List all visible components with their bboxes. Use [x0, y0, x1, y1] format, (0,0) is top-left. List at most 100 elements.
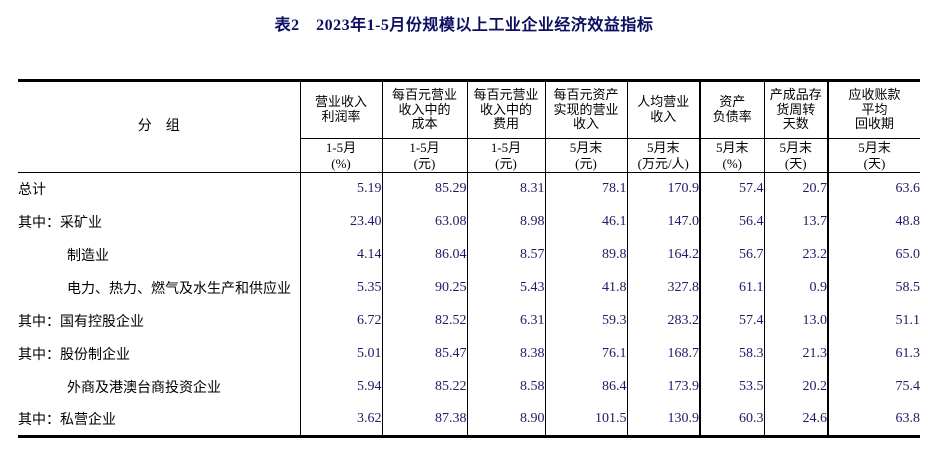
value-cell: 89.8 [545, 238, 628, 272]
value-cell: 13.7 [764, 205, 829, 239]
column-header-revenue-per-capita: 人均营业 收入 [627, 80, 701, 139]
value-cell: 48.8 [827, 205, 920, 239]
value-cell: 5.94 [300, 370, 383, 404]
value-cell: 327.8 [627, 271, 701, 305]
column-header-inventory-turnover-days: 产成品存 货周转 天数 [764, 80, 829, 139]
header-row-titles: 分 组 营业收入 利润率 每百元营业 收入中的 成本 每百元营业 收入中的 费用… [18, 80, 920, 173]
economic-indicators-table: 分 组 营业收入 利润率 每百元营业 收入中的 成本 每百元营业 收入中的 费用… [18, 79, 920, 438]
value-cell: 4.14 [300, 238, 383, 272]
row-label: 其中：国有控股企业 [18, 304, 301, 338]
row-label: 其中：私营企业 [18, 403, 301, 437]
value-cell: 168.7 [627, 337, 701, 371]
row-label: 电力、热力、燃气及水生产和供应业 [18, 271, 301, 305]
value-cell: 86.4 [545, 370, 628, 404]
value-cell: 173.9 [627, 370, 701, 404]
column-header-profit-margin: 营业收入 利润率 [300, 80, 383, 139]
value-cell: 86.04 [382, 238, 468, 272]
value-cell: 78.1 [545, 172, 628, 206]
value-cell: 82.52 [382, 304, 468, 338]
column-title: 营业收入 利润率 [314, 94, 367, 124]
value-cell: 8.57 [467, 238, 546, 272]
sub-header: 5月末 (%) [699, 138, 765, 173]
value-cell: 85.47 [382, 337, 468, 371]
value-cell: 23.40 [300, 205, 383, 239]
row-label: 总计 [18, 172, 301, 206]
value-cell: 170.9 [627, 172, 701, 206]
period-label: 5月末 [715, 139, 749, 155]
row-label: 制造业 [18, 238, 301, 272]
value-cell: 24.6 [764, 403, 829, 437]
row-label: 其中：股份制企业 [18, 337, 301, 371]
value-cell: 57.4 [699, 172, 765, 206]
table-row: 其中：国有控股企业 6.72 82.52 6.31 59.3 283.2 57.4 13.0 5… [18, 304, 920, 338]
unit-label: (元) [413, 155, 436, 171]
value-cell: 3.62 [300, 403, 383, 437]
sub-header: 1-5月 (元) [382, 138, 468, 173]
value-cell: 61.1 [699, 271, 765, 305]
value-cell: 85.29 [382, 172, 468, 206]
value-cell: 58.5 [827, 271, 920, 305]
column-title: 人均营业 收入 [637, 94, 690, 124]
value-cell: 0.9 [764, 271, 829, 305]
period-label: 1-5月 [409, 139, 440, 155]
value-cell: 8.58 [467, 370, 546, 404]
period-label: 5月末 [646, 139, 680, 155]
value-cell: 5.19 [300, 172, 383, 206]
value-cell: 20.2 [764, 370, 829, 404]
value-cell: 51.1 [827, 304, 920, 338]
table-row: 其中：私营企业 3.62 87.38 8.90 101.5 130.9 60.3 24.6 63… [18, 403, 920, 437]
value-cell: 5.43 [467, 271, 546, 305]
value-cell: 56.4 [699, 205, 765, 239]
value-cell: 87.38 [382, 403, 468, 437]
column-title: 每百元营业 收入中的 费用 [473, 86, 539, 132]
sub-header: 1-5月 (%) [300, 138, 383, 173]
table-row: 电力、热力、燃气及水生产和供应业 5.35 90.25 5.43 41.8 327.8 61… [18, 271, 920, 305]
column-title: 每百元营业 收入中的 成本 [391, 86, 457, 132]
page-title: 表2 2023年1-5月份规模以上工业企业经济效益指标 [274, 17, 654, 34]
column-title: 应收账款 平均 回收期 [848, 86, 901, 132]
value-cell: 58.3 [699, 337, 765, 371]
unit-label: (天) [863, 155, 886, 171]
period-label: 1-5月 [325, 139, 357, 155]
value-cell: 41.8 [545, 271, 628, 305]
group-header-label: 分 组 [137, 118, 180, 134]
value-cell: 5.35 [300, 271, 383, 305]
period-label: 1-5月 [490, 139, 522, 155]
table-header: 分 组 营业收入 利润率 每百元营业 收入中的 成本 每百元营业 收入中的 费用… [18, 80, 920, 173]
value-cell: 90.25 [382, 271, 468, 305]
group-column-header: 分 组 [18, 80, 301, 173]
value-cell: 76.1 [545, 337, 628, 371]
sub-header: 5月末 (万元/人) [627, 138, 701, 173]
column-header-cost-per-100: 每百元营业 收入中的 成本 [382, 80, 468, 139]
unit-label: (元) [495, 155, 517, 171]
header-row-units: 1-5月 (%) 1-5月 (元) 1-5月 (元) 5月末 (元) 5月末 [18, 138, 920, 173]
value-cell: 8.98 [467, 205, 546, 239]
value-cell: 63.08 [382, 205, 468, 239]
sub-header: 5月末 (元) [545, 138, 628, 173]
value-cell: 63.6 [827, 172, 920, 206]
value-cell: 61.3 [827, 337, 920, 371]
sub-header: 1-5月 (元) [467, 138, 546, 173]
column-header-revenue-per-100-assets: 每百元资产 实现的营业 收入 [545, 80, 628, 139]
value-cell: 23.2 [764, 238, 829, 272]
column-title: 资产 负债率 [712, 94, 752, 124]
unit-label: (天) [784, 155, 807, 171]
value-cell: 5.01 [300, 337, 383, 371]
table-row: 其中：股份制企业 5.01 85.47 8.38 76.1 168.7 58.3 21.3 61… [18, 337, 920, 371]
value-cell: 56.7 [699, 238, 765, 272]
value-cell: 75.4 [827, 370, 920, 404]
value-cell: 130.9 [627, 403, 701, 437]
value-cell: 101.5 [545, 403, 628, 437]
value-cell: 59.3 [545, 304, 628, 338]
value-cell: 21.3 [764, 337, 829, 371]
value-cell: 8.90 [467, 403, 546, 437]
unit-label: (万元/人) [637, 155, 689, 171]
period-label: 5月末 [779, 139, 812, 155]
column-title: 产成品存 货周转 天数 [769, 86, 822, 132]
unit-label: (%) [331, 155, 351, 171]
value-cell: 6.31 [467, 304, 546, 338]
period-label: 5月末 [569, 139, 603, 155]
row-label: 其中：采矿业 [18, 205, 301, 239]
value-cell: 283.2 [627, 304, 701, 338]
value-cell: 46.1 [545, 205, 628, 239]
